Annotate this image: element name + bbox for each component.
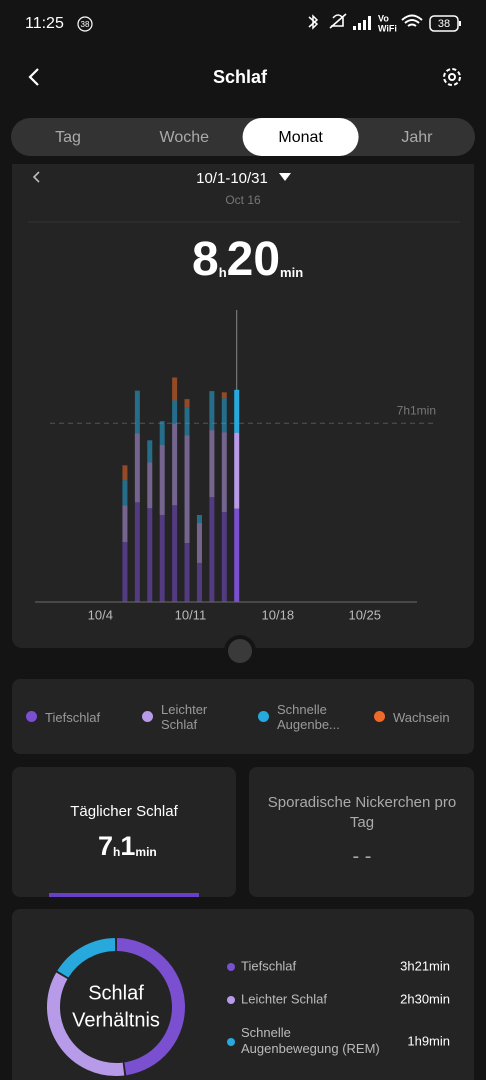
daily-sleep-card[interactable] — [12, 767, 236, 897]
bar-segment — [122, 542, 128, 602]
ratio-legend-value: 1h9min — [407, 1033, 450, 1048]
bar-segment — [172, 400, 178, 424]
bar-segment — [122, 480, 128, 506]
tab[interactable]: Jahr — [401, 129, 433, 146]
bar-segment — [159, 421, 165, 445]
ratio-legend-dot — [227, 963, 235, 971]
donut-segment — [47, 972, 125, 1076]
ratio-legend-label: Leichter Schlaf — [241, 991, 327, 1006]
bar-segment — [147, 440, 153, 463]
bar-segment — [221, 432, 227, 513]
bar-segment — [172, 423, 178, 506]
bar-segment — [234, 389, 240, 433]
donut-segment — [116, 938, 185, 1076]
ratio-title: Verhältnis — [72, 1009, 160, 1031]
daily-sleep-title: Täglicher Schlaf — [70, 803, 178, 820]
bar-segment — [184, 435, 190, 544]
bar-segment — [184, 399, 190, 408]
prev-period-button[interactable] — [32, 171, 40, 183]
bar-segment — [134, 390, 140, 434]
page-title: Schlaf — [213, 67, 268, 87]
wifi-icon — [401, 14, 423, 27]
legend-swatch — [258, 711, 269, 722]
daily-sleep-value: 7h1min — [98, 831, 157, 861]
bar-segment — [147, 462, 153, 509]
naps-value: - - — [353, 845, 372, 867]
network-label: WiFi — [378, 23, 397, 33]
battery-icon — [429, 15, 459, 32]
ratio-title: Schlaf — [88, 982, 144, 1004]
ratio-legend-label: Tiefschlaf — [241, 958, 297, 973]
bar-segment — [209, 391, 215, 431]
bar-segment — [209, 430, 215, 498]
bar-segment — [196, 562, 202, 602]
bar-segment — [196, 523, 202, 563]
notification-badge — [77, 16, 93, 32]
x-tick-label: 10/25 — [348, 607, 381, 622]
bar-segment — [234, 508, 240, 602]
collapse-handle[interactable] — [228, 639, 252, 663]
signal-icon — [353, 16, 371, 30]
summary-value: 8h20min — [192, 233, 303, 286]
x-tick-label: 10/11 — [175, 607, 207, 622]
x-tick-label: 10/4 — [88, 607, 113, 622]
ratio-legend-dot — [227, 1038, 235, 1046]
bar-segment — [184, 407, 190, 436]
battery-tip — [459, 21, 461, 26]
selected-date: Oct 16 — [225, 193, 261, 207]
bar-segment — [209, 497, 215, 602]
naps-title: Sporadische Nickerchen pro Tag — [268, 794, 456, 831]
network-label: Vo — [378, 13, 389, 23]
back-button[interactable] — [28, 68, 39, 86]
status-time: 11:25 — [25, 15, 64, 32]
legend-swatch — [142, 711, 153, 722]
tab[interactable]: Tag — [55, 129, 81, 146]
ratio-legend-value: 3h21min — [400, 958, 450, 973]
ratio-legend-label: Schnelle Augenbewegung (REM) — [241, 1025, 380, 1056]
naps-card[interactable] — [249, 767, 474, 897]
legend-label: Schnelle Augenbe... — [277, 702, 340, 732]
legend-swatch — [26, 711, 37, 722]
x-tick-label: 10/18 — [262, 607, 295, 622]
bluetooth-icon — [308, 14, 319, 30]
bar-segment — [147, 508, 153, 602]
bar-segment — [221, 392, 227, 399]
settings-button[interactable] — [443, 68, 461, 86]
bar-segment — [172, 505, 178, 602]
tab[interactable]: Woche — [160, 129, 210, 146]
bar-segment — [172, 377, 178, 401]
bar-segment — [122, 505, 128, 543]
donut-segment — [57, 938, 116, 978]
bar-segment — [134, 502, 140, 602]
bar-segment — [196, 514, 202, 524]
notification-count: 38 — [81, 20, 90, 29]
battery-level: 38 — [438, 18, 450, 30]
bar-segment — [159, 444, 165, 515]
bar-segment — [234, 432, 240, 509]
period-range[interactable]: 10/1-10/31 — [196, 170, 268, 187]
active-card-indicator — [49, 893, 199, 897]
tab[interactable]: Monat — [278, 129, 323, 146]
chart-card — [12, 150, 474, 648]
ratio-legend-dot — [227, 996, 235, 1004]
legend-swatch — [374, 711, 385, 722]
bar-segment — [221, 512, 227, 602]
ratio-legend-value: 2h30min — [400, 991, 450, 1006]
bar-segment — [159, 514, 165, 602]
legend-card — [12, 679, 474, 754]
bar-segment — [184, 543, 190, 602]
legend-label: Tiefschlaf — [45, 709, 101, 725]
bar-segment — [122, 465, 128, 481]
bar-segment — [221, 398, 227, 433]
mute-icon — [329, 13, 347, 29]
active-tab — [242, 118, 359, 156]
legend-label: Leichter Schlaf — [161, 702, 208, 732]
reference-label: 7h1min — [397, 403, 436, 417]
bar-segment — [134, 433, 140, 503]
legend-label: Wachsein — [393, 709, 450, 725]
period-dropdown-icon[interactable] — [279, 173, 291, 181]
